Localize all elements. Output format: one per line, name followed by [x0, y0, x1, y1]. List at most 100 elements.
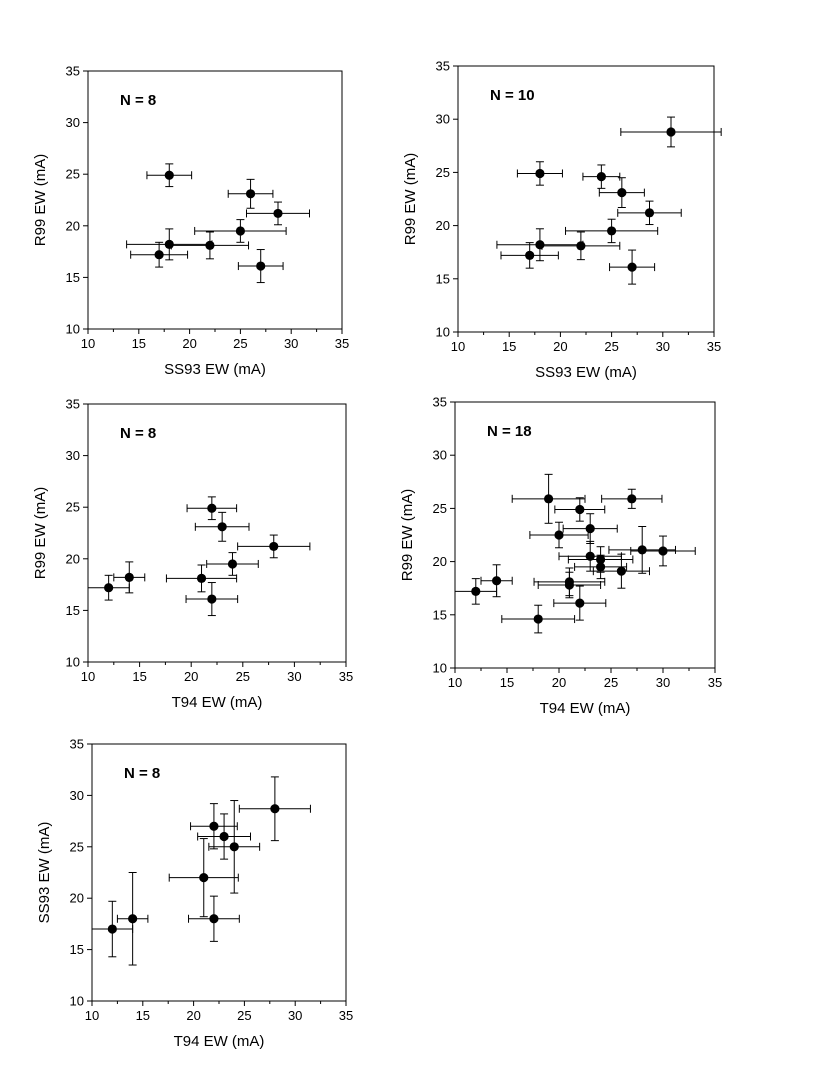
data-point-group — [480, 564, 513, 598]
data-point-group — [168, 838, 239, 918]
y-tick-label: 25 — [66, 167, 80, 182]
y-axis-title: R99 EW (mA) — [32, 487, 49, 580]
data-point-group — [130, 241, 189, 268]
data-point-group — [237, 249, 284, 284]
data-point-group — [592, 553, 650, 589]
data-point — [544, 494, 554, 504]
data-point — [229, 842, 239, 852]
data-point — [217, 522, 227, 532]
y-tick-label: 35 — [70, 737, 84, 752]
data-point — [219, 831, 229, 842]
data-point — [535, 168, 545, 179]
data-point-group — [245, 201, 310, 226]
data-point — [616, 566, 627, 576]
x-tick-label: 25 — [236, 669, 250, 684]
data-point-group — [501, 604, 576, 634]
data-point-group — [190, 803, 238, 850]
data-point — [644, 208, 655, 218]
data-point — [471, 586, 481, 596]
y-tick-label: 10 — [66, 322, 80, 337]
x-tick-label: 30 — [284, 336, 298, 351]
y-tick-label: 15 — [66, 270, 80, 285]
y-tick-label: 10 — [436, 325, 450, 340]
chart-panel-4: 10 15 20 25 30 35 10 15 20 25 30 35 T94 EW (mA) R99 E… — [399, 395, 722, 718]
data-point-group — [516, 161, 563, 186]
data-point — [535, 240, 545, 250]
data-point — [273, 208, 283, 219]
y-tick-label: 25 — [70, 839, 84, 854]
x-tick-label: 30 — [288, 1008, 302, 1023]
x-tick-label: 25 — [604, 339, 618, 354]
y-tick-label: 20 — [66, 551, 80, 566]
data-point — [492, 576, 502, 586]
data-point — [235, 226, 245, 236]
x-tick-label: 25 — [233, 336, 247, 351]
data-point-group — [238, 776, 311, 842]
sample-size-label: N = 18 — [487, 423, 532, 440]
y-tick-label: 20 — [66, 218, 80, 233]
y-tick-label: 35 — [66, 397, 80, 412]
x-tick-label: 15 — [500, 675, 514, 690]
y-tick-label: 15 — [433, 607, 447, 622]
x-tick-label: 10 — [451, 339, 465, 354]
data-point-group — [208, 800, 261, 894]
data-point — [227, 559, 238, 569]
x-tick-label: 35 — [707, 339, 721, 354]
data-point-group — [582, 164, 621, 189]
data-point-group — [562, 513, 618, 545]
data-point — [207, 594, 217, 604]
x-tick-label: 10 — [85, 1008, 99, 1023]
data-point — [617, 188, 627, 198]
x-tick-label: 20 — [182, 336, 196, 351]
x-tick-label: 30 — [656, 675, 670, 690]
data-point — [205, 240, 215, 251]
data-point — [104, 583, 114, 593]
data-point — [576, 241, 586, 251]
chart-panel-2: 10 15 20 25 30 35 10 15 20 25 30 35 SS93 EW (mA) R99 … — [402, 59, 722, 381]
chart-panel-5: 10 15 20 25 30 35 10 15 20 25 30 35 T94 EW (mA) SS93 … — [36, 737, 353, 1051]
data-point-group — [553, 585, 607, 621]
data-point — [128, 914, 138, 924]
y-tick-label: 10 — [70, 994, 84, 1009]
data-point — [585, 551, 595, 561]
y-tick-label: 20 — [433, 554, 447, 569]
data-point — [666, 127, 676, 137]
data-point-group — [541, 231, 621, 261]
y-axis-title: R99 EW (mA) — [402, 153, 419, 246]
data-point-group — [496, 228, 584, 262]
x-axis-title: SS93 EW (mA) — [164, 361, 266, 378]
data-point-group — [170, 231, 250, 260]
plot-frame — [87, 70, 343, 330]
x-tick-label: 15 — [502, 339, 516, 354]
data-point-group — [165, 564, 238, 593]
data-point-group — [194, 511, 250, 542]
data-point-group — [554, 497, 606, 522]
data-point — [554, 530, 564, 540]
data-point-group — [574, 554, 628, 580]
data-point — [575, 504, 585, 515]
x-tick-label: 30 — [656, 339, 670, 354]
data-point — [245, 189, 256, 199]
data-point — [525, 250, 535, 260]
data-point — [596, 172, 606, 182]
y-tick-label: 30 — [70, 788, 84, 803]
x-tick-label: 35 — [339, 1008, 353, 1023]
y-tick-label: 25 — [433, 501, 447, 516]
y-axis-title: R99 EW (mA) — [32, 154, 49, 247]
x-tick-label: 25 — [604, 675, 618, 690]
data-point-group — [206, 552, 259, 576]
x-tick-label: 10 — [81, 669, 95, 684]
plot-frame — [457, 65, 715, 333]
chart-panel-3: 10 15 20 25 30 35 10 15 20 25 30 35 T94 EW (mA) R99 E… — [32, 397, 353, 712]
data-point-group — [197, 813, 251, 860]
sample-size-label: N = 10 — [490, 87, 535, 104]
data-point-group — [194, 219, 287, 243]
plot-frame — [87, 403, 347, 663]
sample-size-label: N = 8 — [120, 425, 156, 442]
data-point — [124, 572, 134, 582]
data-point — [164, 170, 174, 180]
data-point-group — [537, 571, 602, 599]
y-tick-label: 25 — [436, 165, 450, 180]
data-point — [596, 562, 606, 572]
data-point-group — [511, 473, 586, 524]
